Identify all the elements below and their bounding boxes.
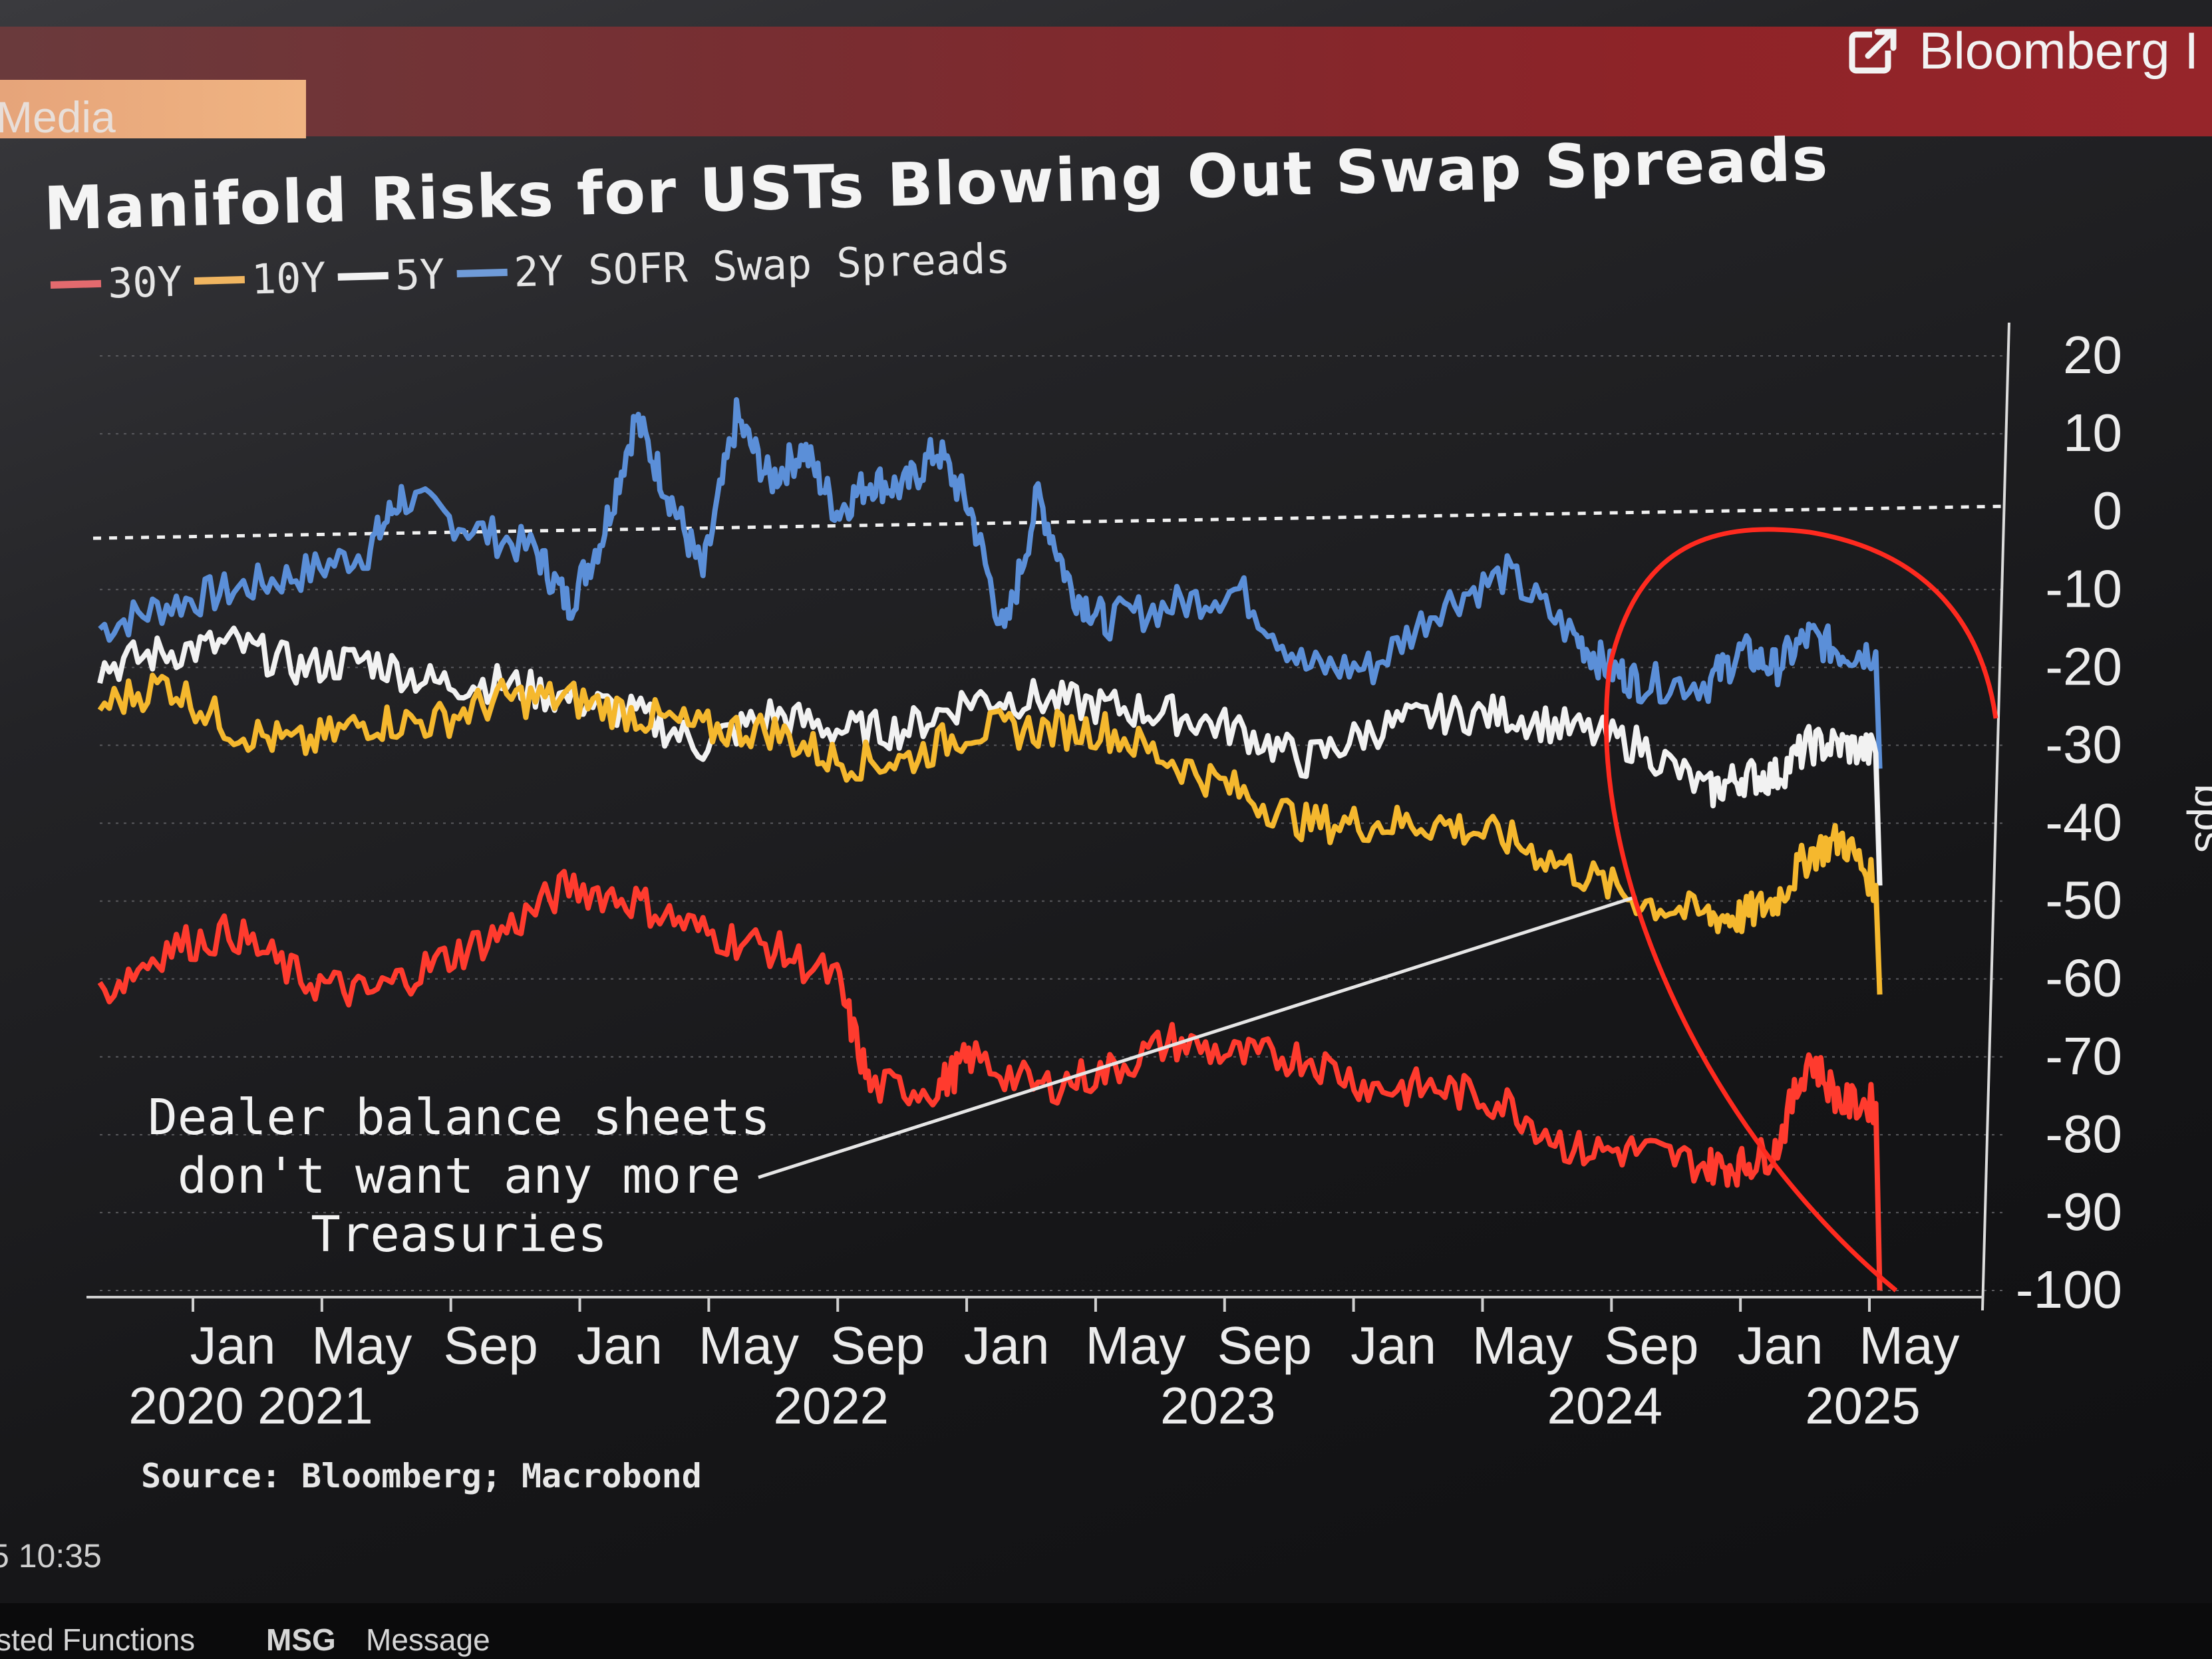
y-tick-label: -60 (2045, 949, 2122, 1008)
axis-layer: 20 10 0 -10 -20 -30 -40 -50 -60 -70 -80 -90 -100 bps (86, 322, 2212, 1319)
y-tick-label: -80 (2045, 1104, 2122, 1163)
y-axis-line (1981, 322, 2010, 1311)
highlight-ellipse (1603, 527, 1998, 1292)
x-tick-label-year: 2024 (1547, 1376, 1663, 1435)
x-tick-label-year: 2021 (257, 1376, 373, 1435)
annotation-text-line: Treasuries (311, 1206, 607, 1263)
x-tick-label-month: May (1085, 1316, 1185, 1375)
series-line-30y (97, 869, 1883, 1291)
function-bar-item-msg[interactable]: MSG (266, 1622, 336, 1657)
annotation-text-line: don't want any more (178, 1147, 740, 1205)
y-tick-label: -20 (2045, 637, 2122, 696)
y-tick-label: -10 (2045, 559, 2122, 618)
annotation-pointer-line (758, 895, 1637, 1179)
x-tick-label-month: Jan (964, 1316, 1050, 1375)
y-tick-label: -40 (2045, 793, 2122, 852)
media-tab[interactable] (0, 80, 306, 138)
series-layer (97, 397, 1883, 1291)
function-bar: sted Functions MSG Message (0, 1603, 2212, 1659)
y-tick-label: 20 (2063, 325, 2122, 384)
x-tick-label-month: Sep (1217, 1316, 1312, 1375)
footer-time: 5 10:35 (0, 1537, 102, 1575)
y-axis-label: bps (2186, 784, 2212, 852)
x-tick-label-month: Sep (830, 1316, 925, 1375)
brand-label: Bloomberg I (1919, 21, 2199, 80)
x-tick-label-month: May (1859, 1316, 1959, 1375)
external-link-icon[interactable] (1848, 25, 1899, 76)
x-tick-label-year: 2023 (1160, 1376, 1276, 1435)
y-tick-label: -50 (2045, 871, 2122, 930)
x-tick-label-year: 2025 (1805, 1376, 1921, 1435)
function-bar-item-functions[interactable]: sted Functions (0, 1622, 196, 1657)
x-tick-label-year: 2020 (128, 1376, 244, 1435)
y-tick-label: 10 (2063, 403, 2122, 462)
y-tick-label: 0 (2093, 481, 2123, 540)
x-tick-label-month: Jan (1350, 1316, 1436, 1375)
chart-source: Source: Bloomberg; Macrobond (141, 1457, 702, 1495)
x-tick-label-month: Sep (1604, 1316, 1698, 1375)
y-tick-label: -70 (2045, 1026, 2122, 1086)
y-tick-label: -30 (2045, 714, 2122, 774)
x-tick-label-month: May (1472, 1316, 1573, 1375)
annotation-text-line: Dealer balance sheets (148, 1089, 770, 1146)
x-tick-label-month: Jan (577, 1316, 663, 1375)
y-tick-label: -100 (2016, 1260, 2122, 1319)
media-tab-label: Media (0, 92, 116, 142)
y-tick-label: -90 (2045, 1182, 2122, 1241)
window-title-bar (0, 27, 2212, 136)
function-bar-item-message[interactable]: Message (366, 1622, 490, 1657)
series-line-10y (97, 673, 1883, 995)
x-tick-label-month: Sep (444, 1316, 538, 1375)
x-tick-label-month: May (699, 1316, 799, 1375)
bloomberg-brand[interactable]: Bloomberg I (1848, 17, 2199, 84)
x-tick-label-month: May (311, 1316, 412, 1375)
series-line-5y (97, 625, 1883, 886)
x-tick-label-month: Jan (190, 1316, 276, 1375)
series-line-2y (98, 397, 1883, 769)
x-tick-label-year: 2022 (773, 1376, 889, 1435)
x-tick-label-month: Jan (1738, 1316, 1823, 1375)
